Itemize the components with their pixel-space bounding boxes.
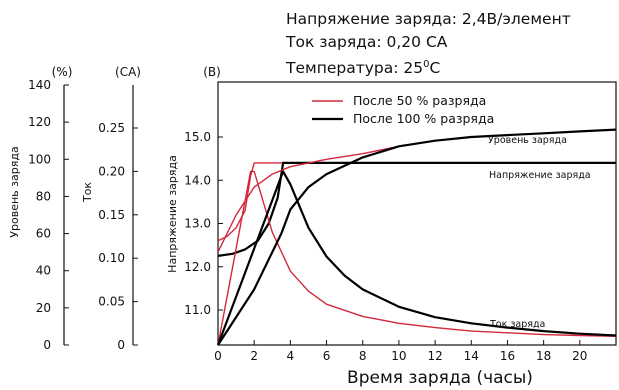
- temperature-unit: С: [429, 59, 441, 78]
- percent-tick-label: 120: [28, 115, 51, 129]
- annotation-charge-voltage: Напряжение заряда: [489, 170, 591, 181]
- percent-tick-label: 140: [28, 78, 51, 92]
- x-tick-label: 8: [359, 349, 367, 363]
- x-tick-label: 16: [500, 349, 515, 363]
- condition-temperature: Температура: 250С: [286, 54, 440, 79]
- x-tick-label: 18: [536, 349, 551, 363]
- x-tick-label: 2: [250, 349, 258, 363]
- percent-tick-label: 20: [36, 301, 51, 315]
- percent-unit-label: (%): [52, 65, 73, 79]
- current-tick-label: 0.15: [98, 208, 125, 222]
- x-axis-title: Время заряда (часы): [347, 368, 533, 388]
- current-tick-label: 0: [117, 338, 125, 352]
- percent-tick-label: 40: [36, 264, 51, 278]
- current-tick-label: 0.25: [98, 121, 125, 135]
- condition-voltage: Напряжение заряда: 2,4В/элемент: [286, 10, 571, 28]
- current-tick-label: 0.10: [98, 251, 125, 265]
- voltage-tick-label: 15.0: [184, 130, 211, 144]
- voltage-unit-label: (В): [203, 65, 221, 79]
- x-tick-label: 0: [214, 349, 222, 363]
- x-tick-label: 12: [427, 349, 442, 363]
- percent-tick-label: 0: [43, 338, 51, 352]
- percent-tick-label: 100: [28, 152, 51, 166]
- percent-tick-label: 60: [36, 227, 51, 241]
- voltage-axis-title: Напряжение заряда: [166, 155, 179, 273]
- voltage-tick-label: 11.0: [184, 303, 211, 317]
- current-unit-label: (СА): [115, 65, 141, 79]
- temperature-text: Температура: 25: [286, 59, 424, 78]
- voltage-tick-label: 14.0: [184, 173, 211, 187]
- x-tick-label: 4: [287, 349, 295, 363]
- annotation-charge-level: Уровень заряда: [488, 135, 567, 146]
- plot-frame: [217, 81, 617, 346]
- current-series-line: [216, 170, 617, 346]
- temperature-sup: 0: [423, 59, 430, 70]
- x-tick-label: 10: [391, 349, 406, 363]
- current-tick-label: 0.20: [98, 164, 125, 178]
- voltage-tick-label: 12.0: [184, 260, 211, 274]
- current-axis-title: Ток: [81, 182, 94, 203]
- voltage-tick-label: 13.0: [184, 217, 211, 231]
- x-tick-label: 6: [323, 349, 331, 363]
- percent-series-line: [217, 128, 617, 346]
- current-series-line: [217, 170, 617, 346]
- percent-tick-label: 80: [36, 189, 51, 203]
- legend-label: После 50 % разряда: [353, 93, 486, 108]
- percent-axis-title: Уровень заряда: [8, 146, 21, 237]
- x-tick-label: 14: [464, 349, 479, 363]
- x-tick-label: 20: [572, 349, 587, 363]
- legend-label: После 100 % разряда: [353, 111, 494, 126]
- current-tick-label: 0.05: [98, 295, 125, 309]
- annotation-charge-current: Ток заряда: [489, 319, 545, 330]
- condition-current: Ток заряда: 0,20 СА: [286, 33, 448, 51]
